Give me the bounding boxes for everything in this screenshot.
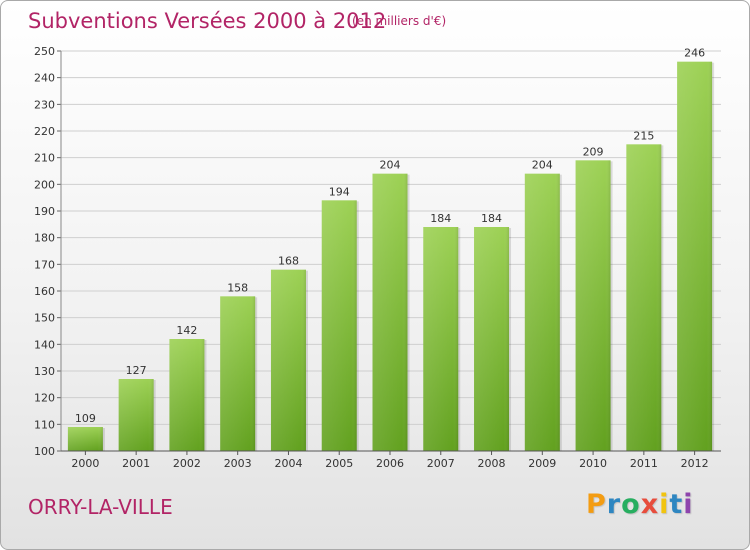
logo-letter: i xyxy=(659,489,670,520)
x-tick-label-2002: 2002 xyxy=(173,457,201,470)
bar-highlight xyxy=(372,173,408,451)
x-tick-label-2011: 2011 xyxy=(630,457,658,470)
axes xyxy=(57,50,721,455)
x-tick-label-2001: 2001 xyxy=(122,457,150,470)
y-tick-label: 180 xyxy=(34,232,55,245)
y-tick-label: 100 xyxy=(34,445,55,458)
data-label-2011: 215 xyxy=(633,129,654,142)
y-tick-label: 170 xyxy=(34,258,55,271)
bar-highlight xyxy=(67,427,103,451)
bar-highlight xyxy=(220,296,256,451)
data-label-2001: 127 xyxy=(126,364,147,377)
bars xyxy=(67,61,715,452)
logo-letter: x xyxy=(640,489,660,520)
data-label-2008: 184 xyxy=(481,212,502,225)
bar-highlight xyxy=(321,200,357,451)
logo-letter: i xyxy=(683,489,694,520)
proxiti-logo: Proxiti xyxy=(586,489,694,520)
y-tick-label: 230 xyxy=(34,98,55,111)
data-label-2003: 158 xyxy=(227,281,248,294)
y-tick-label: 250 xyxy=(34,45,55,58)
data-label-2006: 204 xyxy=(380,159,401,172)
bar-highlight xyxy=(270,269,306,451)
chart-unit-note: (en milliers d'€) xyxy=(352,14,447,28)
x-tick-label-2003: 2003 xyxy=(224,457,252,470)
bar-highlight xyxy=(118,379,154,451)
y-tick-label: 110 xyxy=(34,418,55,431)
x-tick-label-2005: 2005 xyxy=(325,457,353,470)
x-tick-label-2004: 2004 xyxy=(274,457,302,470)
y-tick-label: 210 xyxy=(34,152,55,165)
place-name: ORRY-LA-VILLE xyxy=(28,495,173,519)
x-tick-label-2008: 2008 xyxy=(478,457,506,470)
y-tick-label: 130 xyxy=(34,365,55,378)
data-label-2012: 246 xyxy=(684,47,705,60)
bar-highlight xyxy=(169,339,205,451)
data-label-2009: 204 xyxy=(532,159,553,172)
data-label-2000: 109 xyxy=(75,412,96,425)
bar-highlight xyxy=(575,160,611,452)
y-tick-label: 120 xyxy=(34,392,55,405)
y-tick-label: 240 xyxy=(34,72,55,85)
y-tick-label: 140 xyxy=(34,338,55,351)
logo-letter: o xyxy=(621,489,641,520)
data-label-2007: 184 xyxy=(430,212,451,225)
logo-letter: t xyxy=(669,489,684,520)
x-tick-label-2007: 2007 xyxy=(427,457,455,470)
y-tick-label: 160 xyxy=(34,285,55,298)
y-tick-label: 150 xyxy=(34,312,55,325)
data-label-2002: 142 xyxy=(176,324,197,337)
chart-title: Subventions Versées 2000 à 2012 xyxy=(28,9,387,33)
y-tick-label: 190 xyxy=(34,205,55,218)
logo-letter: r xyxy=(606,489,622,520)
bar-highlight xyxy=(423,227,459,451)
bar-highlight xyxy=(474,227,510,451)
bar-highlight xyxy=(524,173,560,451)
labels: 100 110 120 130 140 150 160 170 180 190 200 210 220 2… xyxy=(34,45,709,470)
x-tick-label-2012: 2012 xyxy=(681,457,709,470)
x-tick-label-2006: 2006 xyxy=(376,457,404,470)
data-label-2005: 194 xyxy=(329,185,350,198)
y-tick-label: 220 xyxy=(34,125,55,138)
x-tick-label-2010: 2010 xyxy=(579,457,607,470)
bar-highlight xyxy=(626,144,662,452)
data-label-2004: 168 xyxy=(278,255,299,268)
bar-highlight xyxy=(677,61,713,452)
x-tick-label-2009: 2009 xyxy=(528,457,556,470)
data-label-2010: 209 xyxy=(583,145,604,158)
y-tick-label: 200 xyxy=(34,178,55,191)
x-tick-label-2000: 2000 xyxy=(71,457,99,470)
logo-letter: P xyxy=(586,489,607,520)
